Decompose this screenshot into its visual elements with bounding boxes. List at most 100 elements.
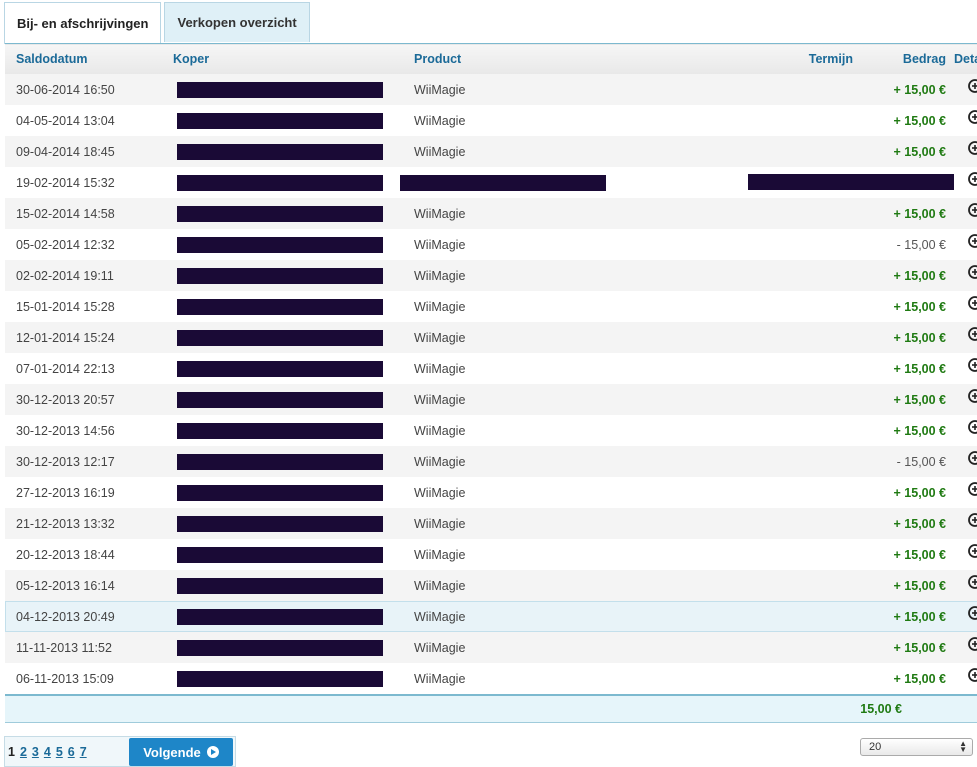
column-header-term[interactable]: Termijn xyxy=(808,52,853,66)
row-date: 27-12-2013 16:19 xyxy=(16,485,115,500)
table-row[interactable]: 02-02-2014 19:11 WiiMagie + 15,00 € xyxy=(5,260,977,291)
table-row[interactable]: 30-12-2013 14:56 WiiMagie + 15,00 € xyxy=(5,415,977,446)
row-date: 15-01-2014 15:28 xyxy=(16,299,115,314)
page-link-5[interactable]: 5 xyxy=(55,744,63,759)
table-header-row: Saldodatum Koper Product Termijn Bedrag … xyxy=(5,43,977,74)
table-row[interactable]: 30-06-2014 16:50 WiiMagie + 15,00 € xyxy=(5,74,977,105)
row-product: WiiMagie xyxy=(414,82,466,97)
tab-transactions[interactable]: Bij- en afschrijvingen xyxy=(4,2,162,44)
page-link-2[interactable]: 2 xyxy=(19,744,27,759)
column-header-date[interactable]: Saldodatum xyxy=(16,52,88,66)
magnifier-plus-icon[interactable] xyxy=(967,78,977,101)
table-row[interactable]: 11-11-2013 11:52 WiiMagie + 15,00 € xyxy=(5,632,977,663)
table-row[interactable]: 30-12-2013 12:17 WiiMagie - 15,00 € xyxy=(5,446,977,477)
table-row[interactable]: 09-04-2014 18:45 WiiMagie + 15,00 € xyxy=(5,136,977,167)
page-size-select[interactable]: 20 ▲ ▼ xyxy=(860,738,973,756)
magnifier-plus-icon[interactable] xyxy=(967,109,977,132)
row-details xyxy=(952,167,977,198)
row-buyer xyxy=(173,446,404,477)
magnifier-plus-icon[interactable] xyxy=(967,295,977,318)
magnifier-plus-icon[interactable] xyxy=(967,605,977,628)
magnifier-plus-icon[interactable] xyxy=(967,140,977,163)
row-date: 30-12-2013 12:17 xyxy=(16,454,115,469)
row-amount: + 15,00 € xyxy=(893,144,946,159)
row-date: 15-02-2014 14:58 xyxy=(16,206,115,221)
page-link-6[interactable]: 6 xyxy=(67,744,75,759)
magnifier-plus-icon[interactable] xyxy=(967,388,977,411)
row-term xyxy=(659,446,853,477)
table-row[interactable]: 27-12-2013 16:19 WiiMagie + 15,00 € xyxy=(5,477,977,508)
table-row[interactable]: 06-11-2013 15:09 WiiMagie + 15,00 € xyxy=(5,663,977,695)
row-date: 07-01-2014 22:13 xyxy=(16,361,115,376)
row-amount: + 15,00 € xyxy=(893,206,946,221)
row-details xyxy=(952,105,977,136)
magnifier-plus-icon[interactable] xyxy=(967,357,977,380)
magnifier-plus-icon[interactable] xyxy=(967,264,977,287)
magnifier-plus-icon[interactable] xyxy=(967,512,977,535)
magnifier-plus-icon[interactable] xyxy=(967,450,977,473)
magnifier-plus-icon[interactable] xyxy=(967,543,977,566)
next-page-button[interactable]: Volgende xyxy=(129,738,233,766)
table-row[interactable]: 21-12-2013 13:32 WiiMagie + 15,00 € xyxy=(5,508,977,539)
column-header-buyer[interactable]: Koper xyxy=(173,52,210,66)
row-details xyxy=(952,446,977,477)
arrow-right-icon xyxy=(206,746,219,758)
magnifier-plus-icon[interactable] xyxy=(967,202,977,225)
select-arrows-icon: ▲ ▼ xyxy=(959,739,967,754)
row-date: 09-04-2014 18:45 xyxy=(16,144,115,159)
redaction-bar xyxy=(177,267,383,284)
row-term xyxy=(659,229,853,260)
magnifier-plus-icon[interactable] xyxy=(967,636,977,659)
magnifier-plus-icon[interactable] xyxy=(967,171,977,194)
magnifier-plus-icon[interactable] xyxy=(967,419,977,442)
column-header-amount[interactable]: Bedrag xyxy=(902,52,946,66)
page-link-4[interactable]: 4 xyxy=(43,744,51,759)
table-row[interactable]: 04-05-2014 13:04 WiiMagie + 15,00 € xyxy=(5,105,977,136)
row-term xyxy=(659,663,853,695)
row-buyer xyxy=(173,508,404,539)
redaction-bar xyxy=(177,174,383,191)
tab-bar: Bij- en afschrijvingen Verkopen overzich… xyxy=(4,2,313,44)
magnifier-plus-icon[interactable] xyxy=(967,233,977,256)
table-row[interactable]: 07-01-2014 22:13 WiiMagie + 15,00 € xyxy=(5,353,977,384)
row-details xyxy=(952,229,977,260)
row-buyer xyxy=(173,136,404,167)
table-row[interactable]: 19-02-2014 15:32 xyxy=(5,167,977,198)
row-date: 21-12-2013 13:32 xyxy=(16,516,115,531)
row-term xyxy=(659,570,853,601)
row-date: 04-12-2013 20:49 xyxy=(16,609,115,624)
row-product: WiiMagie xyxy=(414,113,466,128)
row-product: WiiMagie xyxy=(414,237,466,252)
redaction-bar xyxy=(177,329,383,346)
table-row[interactable]: 05-02-2014 12:32 WiiMagie - 15,00 € xyxy=(5,229,977,260)
row-date: 06-11-2013 15:09 xyxy=(16,671,114,686)
redaction-bar xyxy=(177,360,383,377)
page-link-3[interactable]: 3 xyxy=(31,744,39,759)
row-amount: + 15,00 € xyxy=(893,671,946,686)
magnifier-plus-icon[interactable] xyxy=(967,481,977,504)
row-amount: + 15,00 € xyxy=(893,113,946,128)
table-row[interactable]: 05-12-2013 16:14 WiiMagie + 15,00 € xyxy=(5,570,977,601)
row-details xyxy=(952,570,977,601)
table-row[interactable]: 30-12-2013 20:57 WiiMagie + 15,00 € xyxy=(5,384,977,415)
table-row[interactable]: 04-12-2013 20:49 WiiMagie + 15,00 € xyxy=(5,601,977,632)
redaction-bar xyxy=(177,81,383,98)
row-date: 05-02-2014 12:32 xyxy=(16,237,115,252)
row-amount: + 15,00 € xyxy=(893,423,946,438)
magnifier-plus-icon[interactable] xyxy=(967,574,977,597)
table-row[interactable]: 20-12-2013 18:44 WiiMagie + 15,00 € xyxy=(5,539,977,570)
table-row[interactable]: 15-02-2014 14:58 WiiMagie + 15,00 € xyxy=(5,198,977,229)
row-term xyxy=(659,384,853,415)
tab-sales-overview[interactable]: Verkopen overzicht xyxy=(164,2,310,42)
row-product xyxy=(400,167,659,198)
transactions-table-wrap: Saldodatum Koper Product Termijn Bedrag … xyxy=(5,43,977,723)
magnifier-plus-icon[interactable] xyxy=(967,667,977,690)
row-details xyxy=(952,601,977,632)
magnifier-plus-icon[interactable] xyxy=(967,326,977,349)
table-row[interactable]: 12-01-2014 15:24 WiiMagie + 15,00 € xyxy=(5,322,977,353)
column-header-product[interactable]: Product xyxy=(414,52,462,66)
table-row[interactable]: 15-01-2014 15:28 WiiMagie + 15,00 € xyxy=(5,291,977,322)
page-link-7[interactable]: 7 xyxy=(79,744,87,759)
row-buyer xyxy=(173,415,404,446)
table-body: 30-06-2014 16:50 WiiMagie + 15,00 €04-05-2… xyxy=(5,74,977,695)
